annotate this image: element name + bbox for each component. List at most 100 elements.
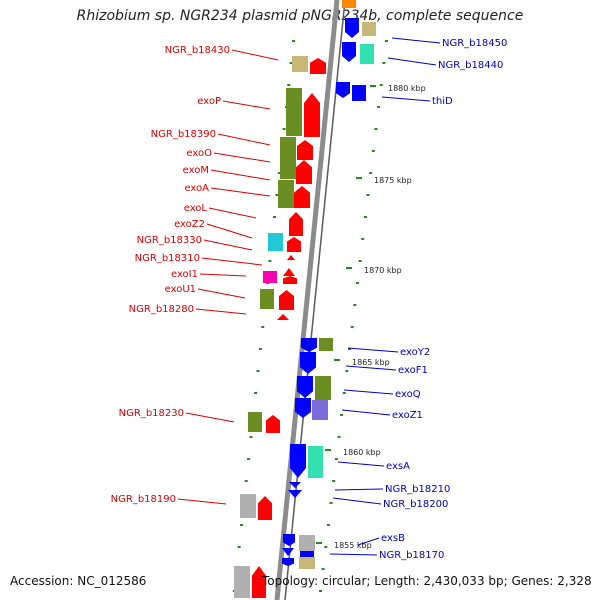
gene-triangle-down [282, 548, 294, 556]
right-tick-mark [382, 62, 386, 64]
right-tick-mark [340, 414, 344, 416]
gene-arrow-up [289, 212, 303, 236]
left-gene-label: exoZ2 [174, 219, 205, 230]
left-leader-line [177, 498, 227, 505]
left-tick-mark [249, 436, 253, 438]
gene-box [286, 88, 302, 136]
left-gene-label: exoL [184, 203, 208, 214]
right-gene-label: NGR_b18200 [383, 499, 448, 510]
left-leader-line [210, 169, 271, 181]
right-tick-mark [374, 128, 378, 130]
right-leader-line [387, 57, 437, 66]
gene-box [300, 551, 314, 557]
right-tick-mark [337, 436, 341, 438]
right-tick-mark [348, 348, 352, 350]
left-tick-mark [258, 348, 262, 350]
right-tick-mark [358, 260, 362, 262]
right-tick-mark [334, 458, 338, 460]
ruler-label: 1880 kbp [388, 84, 426, 93]
ruler-label: 1855 kbp [334, 541, 372, 550]
gene-box [240, 494, 256, 518]
gene-arrow-up [294, 186, 310, 208]
right-gene-label: exoQ [395, 389, 421, 400]
left-leader-line [217, 133, 271, 146]
left-leader-line [206, 223, 253, 239]
accession-label: Accession: NC_012586 [10, 574, 147, 588]
left-tick-mark [287, 84, 291, 86]
gene-triangle-up [287, 255, 295, 260]
right-leader-line [329, 553, 378, 556]
gene-box [308, 446, 323, 478]
gene-arrow-down [301, 338, 317, 352]
left-leader-line [208, 207, 257, 219]
right-leader-line [332, 497, 382, 505]
left-gene-label: exoO [186, 148, 212, 159]
right-tick-mark [366, 194, 370, 196]
right-tick-mark [355, 282, 359, 284]
gene-box [362, 22, 376, 36]
right-leader-line [337, 461, 385, 467]
right-tick-mark [385, 40, 388, 42]
topology-label: Topology: circular; Length: 2,430,033 bp… [262, 574, 592, 588]
left-gene-label: NGR_b18430 [165, 45, 230, 56]
gene-arrow-up [304, 93, 320, 137]
left-gene-label: exoU1 [165, 284, 196, 295]
ruler-tick [356, 177, 362, 179]
left-tick-mark [268, 260, 272, 262]
right-gene-label: NGR_b18440 [438, 60, 503, 71]
left-gene-label: exoA [184, 183, 209, 194]
left-tick-mark [292, 40, 295, 42]
left-tick-mark [289, 62, 293, 64]
right-tick-mark [329, 502, 333, 504]
left-gene-label: NGR_b18230 [119, 408, 184, 419]
right-gene-label: thiD [432, 96, 453, 107]
right-gene-label: exoY2 [400, 347, 430, 358]
map-title: Rhizobium sp. NGR234 plasmid pNGR234b, c… [76, 8, 524, 24]
left-leader-line [210, 187, 271, 197]
gene-box [234, 566, 250, 598]
ruler-label: 1860 kbp [343, 448, 381, 457]
gene-arrow-up [296, 160, 312, 184]
gene-triangle-down [289, 482, 301, 488]
gene-arrow-up [266, 415, 280, 433]
left-leader-line [213, 152, 271, 163]
left-gene-label: NGR_b18280 [129, 304, 194, 315]
ruler-label: 1875 kbp [374, 176, 412, 185]
ruler-tick [316, 542, 322, 544]
left-leader-line [222, 100, 271, 110]
right-gene-label: exsB [381, 533, 405, 544]
right-leader-line [357, 537, 380, 546]
left-gene-label: NGR_b18390 [151, 129, 216, 140]
gene-box [312, 400, 328, 420]
left-gene-label: exoM [183, 165, 209, 176]
backbone-line [274, 0, 340, 600]
gene-arrow-down [297, 376, 313, 398]
left-tick-mark [282, 128, 286, 130]
left-leader-line [197, 288, 246, 299]
left-gene-label: NGR_b18190 [111, 494, 176, 505]
backbone-edge [284, 0, 346, 600]
gene-box [299, 535, 315, 551]
left-gene-label: exoI1 [171, 269, 198, 280]
gene-box [342, 0, 356, 8]
right-gene-label: NGR_b18210 [385, 484, 450, 495]
right-tick-mark [353, 304, 357, 306]
gene-box [280, 137, 296, 179]
gene-arrow-up [258, 496, 272, 520]
left-tick-mark [247, 458, 251, 460]
gene-arrow-down [283, 534, 295, 546]
right-gene-label: exoZ1 [392, 410, 423, 421]
left-leader-line [201, 257, 263, 266]
right-tick-mark [332, 480, 336, 482]
left-tick-mark [244, 480, 248, 482]
left-tick-mark [237, 546, 241, 548]
right-gene-label: NGR_b18170 [379, 550, 444, 561]
gene-arrow-down [295, 398, 311, 418]
ruler-tick [370, 85, 376, 87]
right-tick-mark [379, 84, 383, 86]
left-gene-label: NGR_b18310 [135, 253, 200, 264]
ruler-tick [346, 267, 352, 269]
ruler-label: 1870 kbp [364, 266, 402, 275]
right-tick-mark [321, 568, 325, 570]
